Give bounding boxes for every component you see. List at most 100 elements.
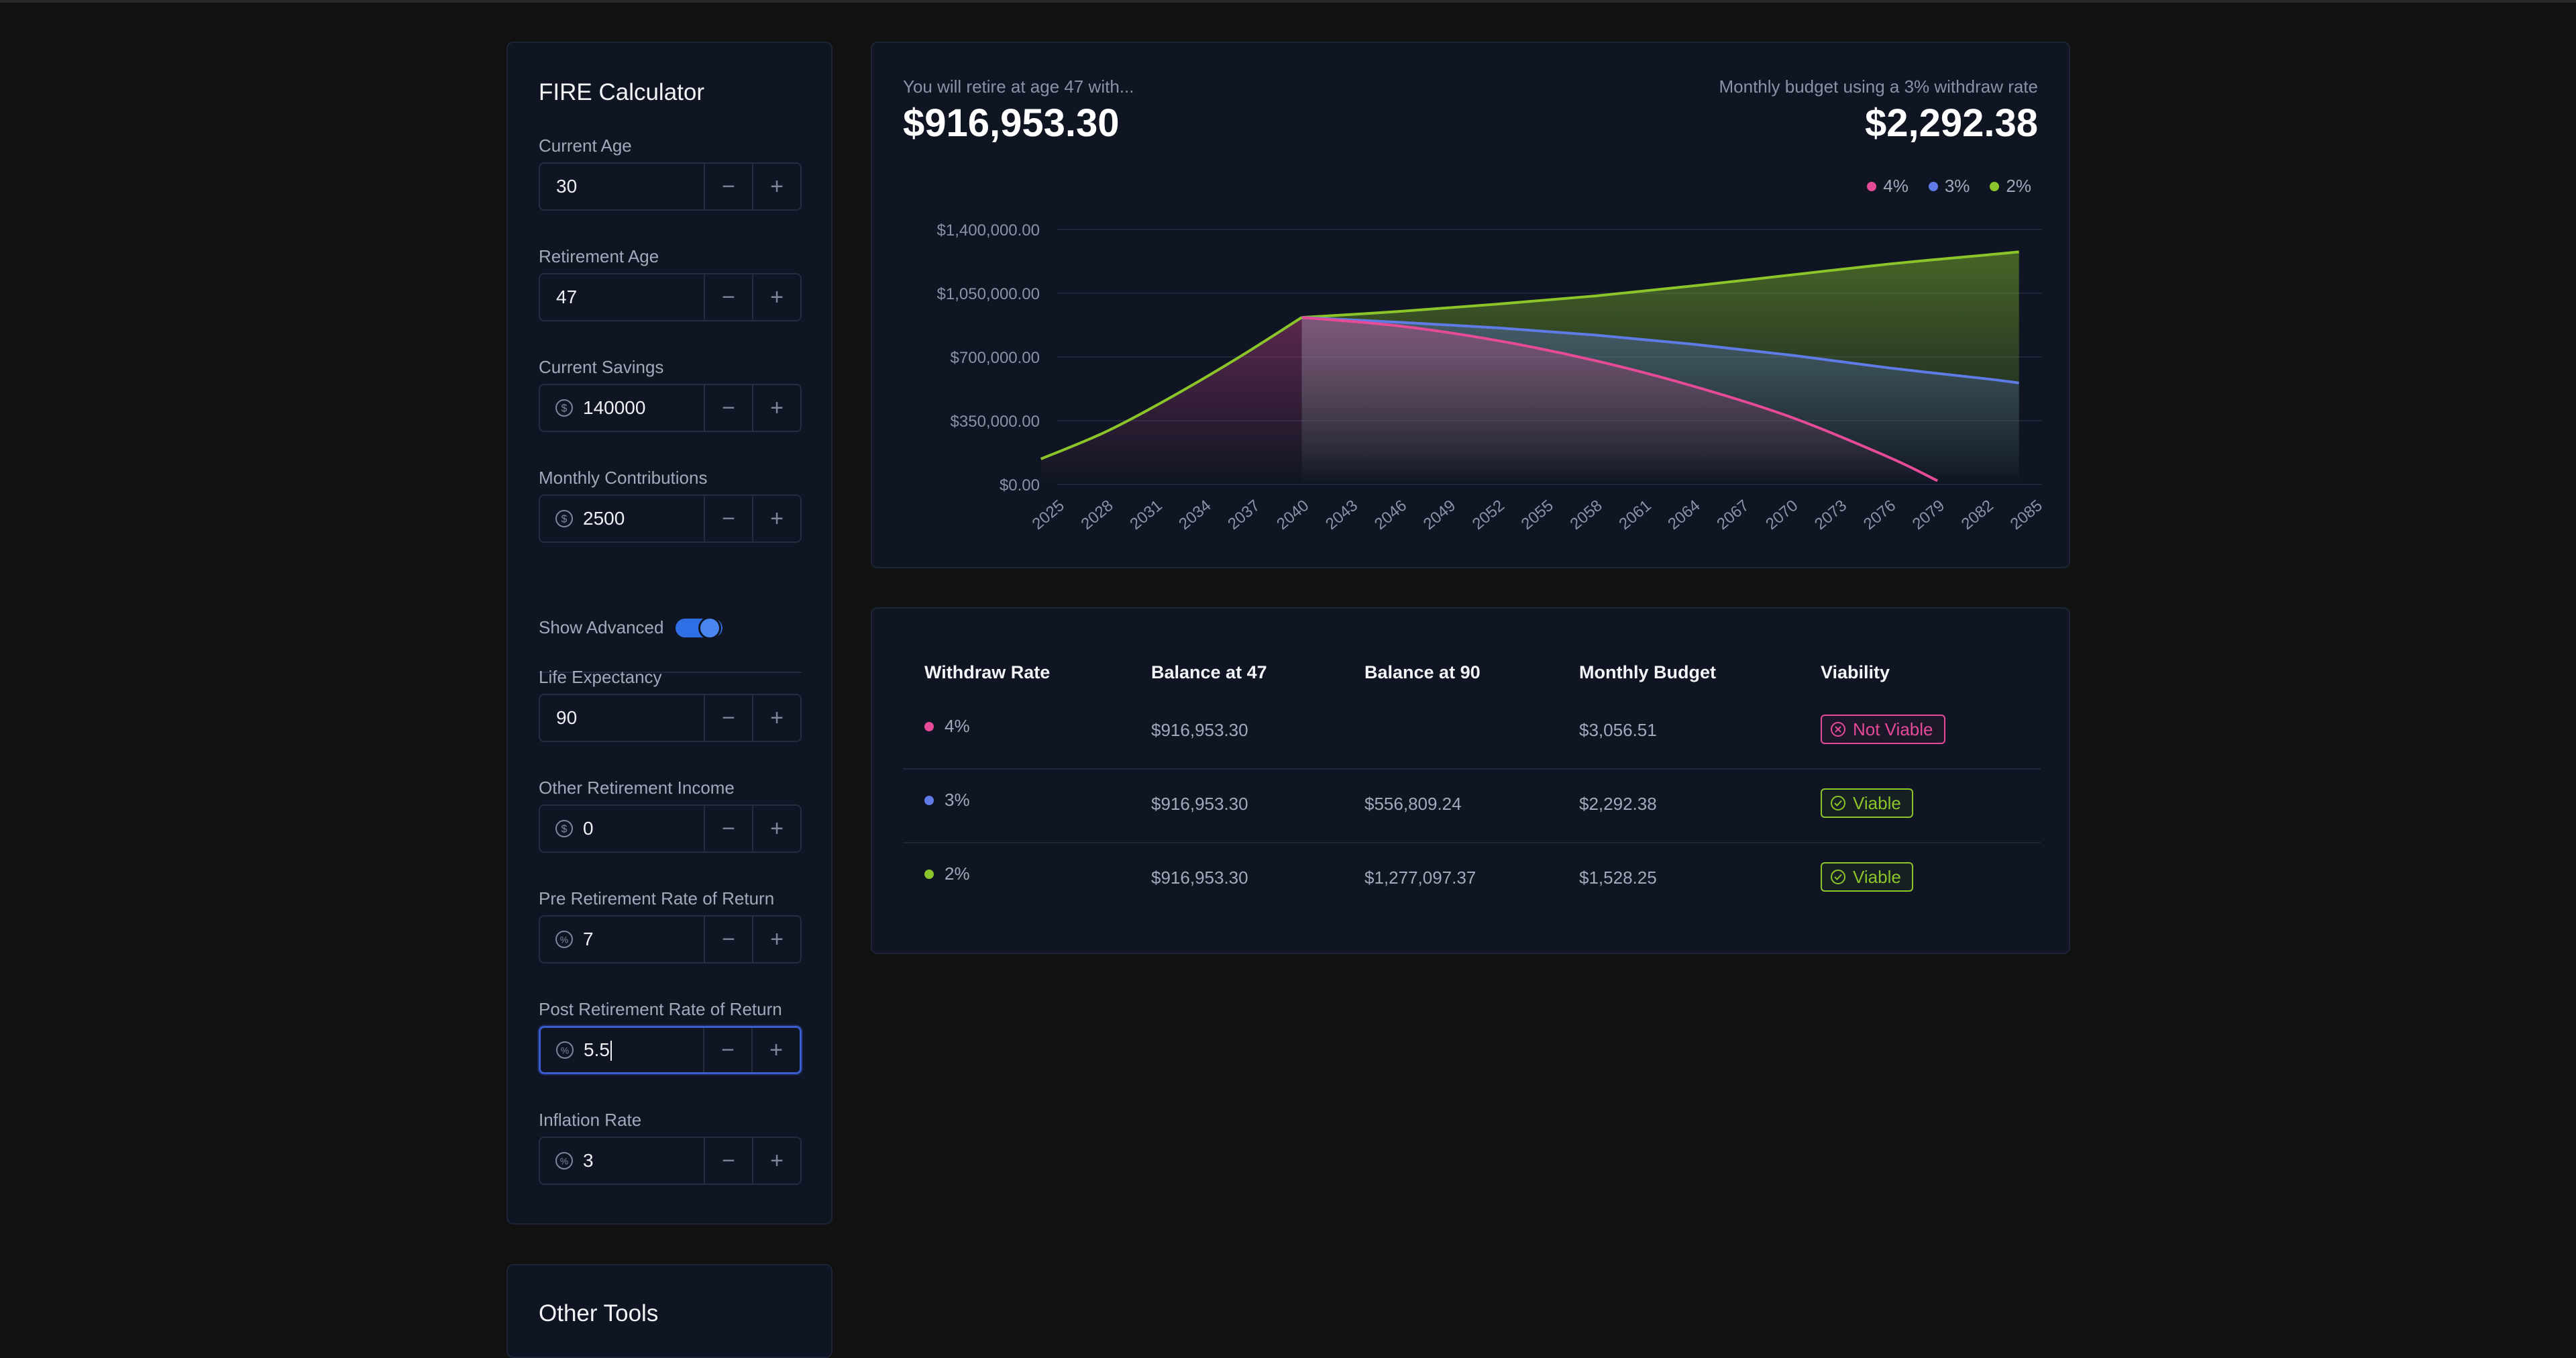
balance-start-cell: $916,953.30 <box>1151 868 1248 888</box>
svg-text:%: % <box>560 935 568 945</box>
header-viability: Viability <box>1821 662 1890 682</box>
retirement-age-increment-button[interactable]: + <box>752 274 800 320</box>
series-line-2pct <box>1301 250 2019 319</box>
percent-icon: % <box>555 931 573 948</box>
post-retirement-rate-of-return-input[interactable]: 5.5 <box>584 1039 703 1061</box>
other-retirement-income-input[interactable]: 0 <box>583 818 594 839</box>
advanced-divider <box>539 672 802 673</box>
pre-retirement-rate-of-return-label: Pre Retirement Rate of Return <box>539 888 775 908</box>
legend-dot <box>1867 181 1877 191</box>
chart-panel: You will retire at age 47 with... $916,9… <box>871 42 2070 568</box>
retirement-age-input[interactable]: 47 <box>556 286 578 307</box>
x-tick-label: 2076 <box>1860 497 1899 533</box>
balance-start-cell: $916,953.30 <box>1151 720 1248 740</box>
current-savings-stepper: $140000 − + <box>539 384 802 432</box>
table-row: 3% $916,953.30 $556,809.24 $2,292.38 Viable <box>903 770 2041 843</box>
legend-dot <box>1990 181 2000 191</box>
legend-label: 2% <box>2006 176 2031 196</box>
svg-text:%: % <box>560 1156 568 1167</box>
table-row: 2% $916,953.30 $1,277,097.37 $1,528.25 Viabl… <box>903 843 2041 917</box>
svg-text:$: $ <box>561 514 568 525</box>
legend-item-4pct[interactable]: 4% <box>1867 176 1909 197</box>
rate-dot <box>924 721 934 731</box>
current-savings-input[interactable]: 140000 <box>583 397 646 418</box>
monthly-budget-cell: $3,056.51 <box>1579 720 1657 740</box>
rate-dot <box>924 869 934 879</box>
legend-item-3pct[interactable]: 3% <box>1928 176 1970 197</box>
x-tick-label: 2079 <box>1909 497 1948 533</box>
legend-item-2pct[interactable]: 2% <box>1990 176 2031 197</box>
pre-retirement-rate-of-return-decrement-button[interactable]: − <box>704 917 752 962</box>
withdraw-rate-cell: 3% <box>924 790 970 811</box>
y-tick-label: $1,050,000.00 <box>937 285 1040 303</box>
other-retirement-income-stepper: $0 − + <box>539 804 802 853</box>
svg-text:$: $ <box>561 403 568 415</box>
y-tick-label: $350,000.00 <box>951 413 1040 431</box>
monthly-contributions-stepper: $2500 − + <box>539 494 802 543</box>
inflation-rate-increment-button[interactable]: + <box>752 1138 800 1184</box>
table-row: 4% $916,953.30 $3,056.51 Not Viable <box>903 696 2041 770</box>
viability-label: Viable <box>1853 866 1901 887</box>
monthly-contributions-label: Monthly Contributions <box>539 468 708 488</box>
balance-end-cell: $1,277,097.37 <box>1364 868 1477 888</box>
life-expectancy-decrement-button[interactable]: − <box>704 695 752 741</box>
rate-dot <box>924 795 934 805</box>
viability-badge: Viable <box>1821 862 1913 892</box>
other-retirement-income-decrement-button[interactable]: − <box>704 806 752 851</box>
text-caret <box>610 1041 612 1061</box>
chart-legend: 4% 3% 2% <box>1867 176 2031 197</box>
monthly-budget-cell: $1,528.25 <box>1579 868 1657 888</box>
life-expectancy-stepper: 90 − + <box>539 694 802 742</box>
x-tick-label: 2034 <box>1175 497 1214 533</box>
x-tick-label: 2061 <box>1615 497 1654 533</box>
x-tick-label: 2028 <box>1078 497 1117 533</box>
header-balance-at-90: Balance at 90 <box>1364 662 1481 682</box>
monthly-contributions-increment-button[interactable]: + <box>752 496 800 541</box>
rate-label: 4% <box>945 716 970 736</box>
current-age-decrement-button[interactable]: − <box>704 164 752 209</box>
series-line-3pct <box>1301 316 2019 384</box>
current-savings-decrement-button[interactable]: − <box>704 385 752 431</box>
x-tick-label: 2055 <box>1518 497 1557 533</box>
balance-chart: $1,400,000.00 $1,050,000.00 $700,000.00 $35… <box>937 221 2046 533</box>
x-tick-label: 2025 <box>1029 497 1068 533</box>
other-tools-panel: Other Tools <box>506 1264 833 1358</box>
post-retirement-rate-of-return-decrement-button[interactable]: − <box>703 1028 751 1072</box>
other-retirement-income-increment-button[interactable]: + <box>752 806 800 851</box>
current-savings-label: Current Savings <box>539 357 664 377</box>
current-age-increment-button[interactable]: + <box>752 164 800 209</box>
percent-icon: % <box>555 1152 573 1169</box>
calculator-panel: FIRE Calculator Current Age 30− + Retiremen… <box>506 42 833 1224</box>
pre-retirement-rate-of-return-input[interactable]: 7 <box>583 929 594 949</box>
current-savings-increment-button[interactable]: + <box>752 385 800 431</box>
monthly-budget-cell: $2,292.38 <box>1579 794 1657 814</box>
x-tick-label: 2037 <box>1224 497 1263 533</box>
life-expectancy-input[interactable]: 90 <box>556 707 578 728</box>
percent-icon: % <box>556 1041 574 1059</box>
x-tick-label: 2031 <box>1126 497 1165 533</box>
current-age-input[interactable]: 30 <box>556 176 578 197</box>
post-retirement-rate-of-return-label: Post Retirement Rate of Return <box>539 999 782 1019</box>
header-balance-at-47: Balance at 47 <box>1151 662 1267 682</box>
monthly-contributions-input[interactable]: 2500 <box>583 508 625 529</box>
inflation-rate-input[interactable]: 3 <box>583 1150 594 1171</box>
life-expectancy-increment-button[interactable]: + <box>752 695 800 741</box>
viability-label: Not Viable <box>1853 719 1933 739</box>
show-advanced-label: Show Advanced <box>539 617 664 637</box>
show-advanced-row: Show Advanced <box>539 616 723 639</box>
post-retirement-rate-of-return-increment-button[interactable]: + <box>751 1028 800 1072</box>
monthly-contributions-decrement-button[interactable]: − <box>704 496 752 541</box>
retirement-age-decrement-button[interactable]: − <box>704 274 752 320</box>
top-border <box>0 0 2576 3</box>
viability-label: Viable <box>1853 792 1901 813</box>
withdraw-rate-cell: 4% <box>924 716 970 737</box>
show-advanced-toggle[interactable] <box>676 616 723 639</box>
inflation-rate-decrement-button[interactable]: − <box>704 1138 752 1184</box>
inflation-rate-label: Inflation Rate <box>539 1110 642 1130</box>
inflation-rate-stepper: % 3 − + <box>539 1137 802 1185</box>
check-circle-icon <box>1831 796 1845 811</box>
accumulation-line <box>1040 316 1303 460</box>
y-tick-label: $700,000.00 <box>951 349 1040 367</box>
check-circle-icon <box>1831 870 1845 884</box>
pre-retirement-rate-of-return-increment-button[interactable]: + <box>752 917 800 962</box>
